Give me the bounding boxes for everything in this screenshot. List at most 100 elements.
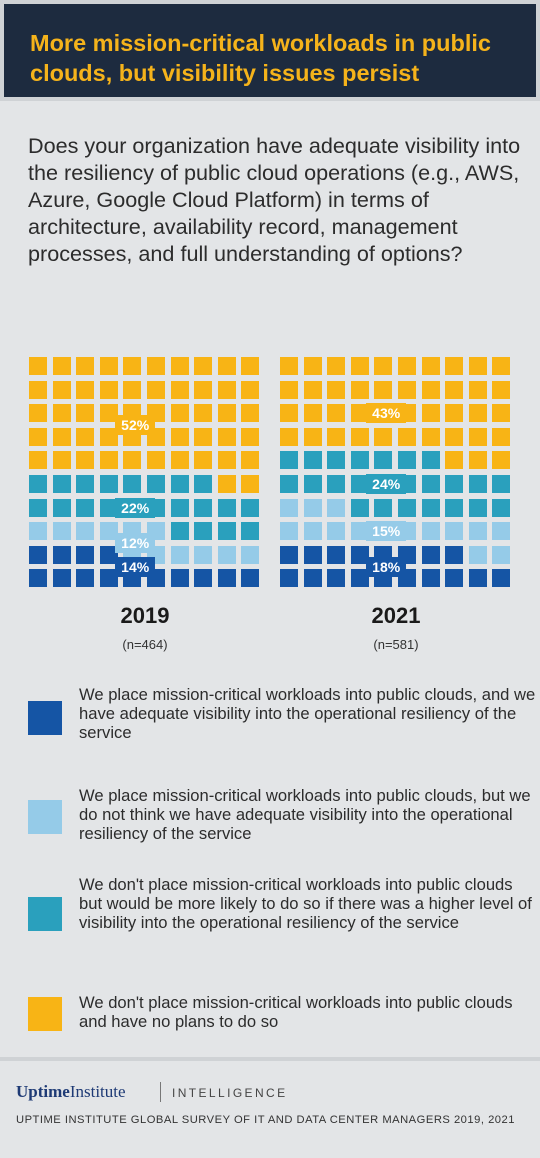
- legend-swatch-no-plans: [28, 997, 62, 1031]
- waffle-cell-more-likely: [241, 522, 260, 541]
- waffle-cell-no-plans: [303, 404, 322, 423]
- footer-divider: [0, 1057, 540, 1061]
- source-note: UPTIME INSTITUTE GLOBAL SURVEY OF IT AND…: [16, 1114, 515, 1126]
- waffle-cell-no-plans: [303, 357, 322, 375]
- waffle-cell-not-adequate: [421, 522, 440, 541]
- waffle-chart-2019: 14% 12% 22% 52%: [29, 357, 261, 589]
- waffle-chart-2021: 18% 15% 24% 43%: [280, 357, 512, 589]
- waffle-cell-adequate: [194, 569, 213, 588]
- waffle-cell-more-likely: [421, 451, 440, 470]
- waffle-cell-more-likely: [147, 475, 165, 493]
- waffle-cell-no-plans: [99, 404, 118, 423]
- waffle-cell-no-plans: [194, 357, 213, 375]
- waffle-cell-not-adequate: [29, 522, 47, 541]
- waffle-cell-no-plans: [99, 357, 118, 375]
- year-label-2019: 2019: [120, 603, 170, 628]
- waffle-cell-no-plans: [123, 357, 142, 375]
- waffle-cell-no-plans: [241, 404, 260, 423]
- waffle-cell-no-plans: [374, 380, 393, 399]
- waffle-cell-adequate: [468, 569, 487, 588]
- waffle-cell-more-likely: [217, 522, 236, 541]
- waffle-cell-no-plans: [217, 427, 236, 446]
- waffle-cell-no-plans: [29, 427, 47, 446]
- waffle-cell-no-plans: [147, 357, 165, 375]
- waffle-cell-more-likely: [468, 475, 487, 493]
- waffle-cell-no-plans: [350, 427, 369, 446]
- waffle-cell-not-adequate: [194, 545, 213, 564]
- waffle-cell-no-plans: [170, 451, 189, 470]
- waffle-cell-more-likely: [303, 451, 322, 470]
- waffle-cell-no-plans: [327, 404, 346, 423]
- waffle-cell-no-plans: [350, 380, 369, 399]
- waffle-cell-no-plans: [241, 451, 260, 470]
- waffle-cell-no-plans: [468, 357, 487, 375]
- waffle-cell-more-likely: [445, 498, 464, 517]
- waffle-cell-no-plans: [280, 357, 298, 375]
- waffle-cell-not-adequate: [327, 498, 346, 517]
- legend-label-more-likely: We don't place mission-critical workload…: [79, 875, 532, 932]
- waffle-cell-no-plans: [468, 404, 487, 423]
- waffle-cell-no-plans: [492, 380, 511, 399]
- waffle-cell-adequate: [52, 569, 71, 588]
- waffle-cell-no-plans: [468, 380, 487, 399]
- waffle-cell-not-adequate: [303, 522, 322, 541]
- waffle-cell-not-adequate: [327, 522, 346, 541]
- waffle-cell-more-likely: [76, 475, 95, 493]
- legend-label-no-plans: We don't place mission-critical workload…: [79, 993, 513, 1031]
- waffle-cell-not-adequate: [468, 545, 487, 564]
- waffle-cell-adequate: [350, 569, 369, 588]
- uptime-institute-logo: UptimeInstitute: [16, 1082, 126, 1102]
- brand-subtitle: INTELLIGENCE: [172, 1086, 288, 1100]
- waffle-cell-no-plans: [123, 451, 142, 470]
- waffle-cell-adequate: [327, 545, 346, 564]
- waffle-cell-more-likely: [170, 522, 189, 541]
- waffle-cell-not-adequate: [170, 545, 189, 564]
- waffle-cell-no-plans: [421, 404, 440, 423]
- waffle-cell-no-plans: [241, 475, 260, 493]
- waffle-cell-no-plans: [350, 357, 369, 375]
- survey-question: Does your organization have adequate vis…: [28, 133, 521, 266]
- waffle-cell-adequate: [445, 569, 464, 588]
- waffle-cell-no-plans: [398, 427, 416, 446]
- data-label-more-likely: 24%: [366, 474, 407, 494]
- waffle-cell-adequate: [445, 545, 464, 564]
- data-label-no-plans: 52%: [115, 415, 156, 435]
- data-label-not-adequate: 15%: [366, 521, 407, 542]
- waffle-cell-more-likely: [492, 498, 511, 517]
- waffle-cell-more-likely: [52, 475, 71, 493]
- waffle-cell-adequate: [280, 569, 298, 588]
- waffle-cell-no-plans: [194, 380, 213, 399]
- waffle-cell-no-plans: [76, 357, 95, 375]
- waffle-cell-adequate: [303, 545, 322, 564]
- waffle-cell-more-likely: [194, 475, 213, 493]
- waffle-cell-adequate: [421, 545, 440, 564]
- waffle-cell-no-plans: [280, 380, 298, 399]
- waffle-cell-no-plans: [327, 357, 346, 375]
- waffle-cell-no-plans: [327, 427, 346, 446]
- waffle-cell-more-likely: [421, 475, 440, 493]
- waffle-cell-more-likely: [280, 475, 298, 493]
- waffle-cell-not-adequate: [492, 545, 511, 564]
- waffle-cell-more-likely: [170, 475, 189, 493]
- waffle-cell-more-likely: [327, 475, 346, 493]
- waffle-cell-no-plans: [217, 404, 236, 423]
- waffle-cell-no-plans: [170, 404, 189, 423]
- waffle-cell-no-plans: [217, 475, 236, 493]
- waffle-cell-not-adequate: [303, 498, 322, 517]
- waffle-cell-no-plans: [123, 380, 142, 399]
- waffle-cell-no-plans: [99, 427, 118, 446]
- waffle-cell-no-plans: [170, 357, 189, 375]
- waffle-cell-no-plans: [421, 380, 440, 399]
- legend-swatch-more-likely: [28, 897, 62, 931]
- waffle-cell-no-plans: [241, 427, 260, 446]
- waffle-cell-adequate: [421, 569, 440, 588]
- waffle-cell-no-plans: [445, 427, 464, 446]
- waffle-cell-no-plans: [76, 427, 95, 446]
- waffle-cell-no-plans: [194, 427, 213, 446]
- waffle-cell-not-adequate: [280, 522, 298, 541]
- waffle-cell-no-plans: [492, 357, 511, 375]
- waffle-cell-no-plans: [52, 380, 71, 399]
- waffle-cell-more-likely: [492, 475, 511, 493]
- waffle-cell-no-plans: [29, 451, 47, 470]
